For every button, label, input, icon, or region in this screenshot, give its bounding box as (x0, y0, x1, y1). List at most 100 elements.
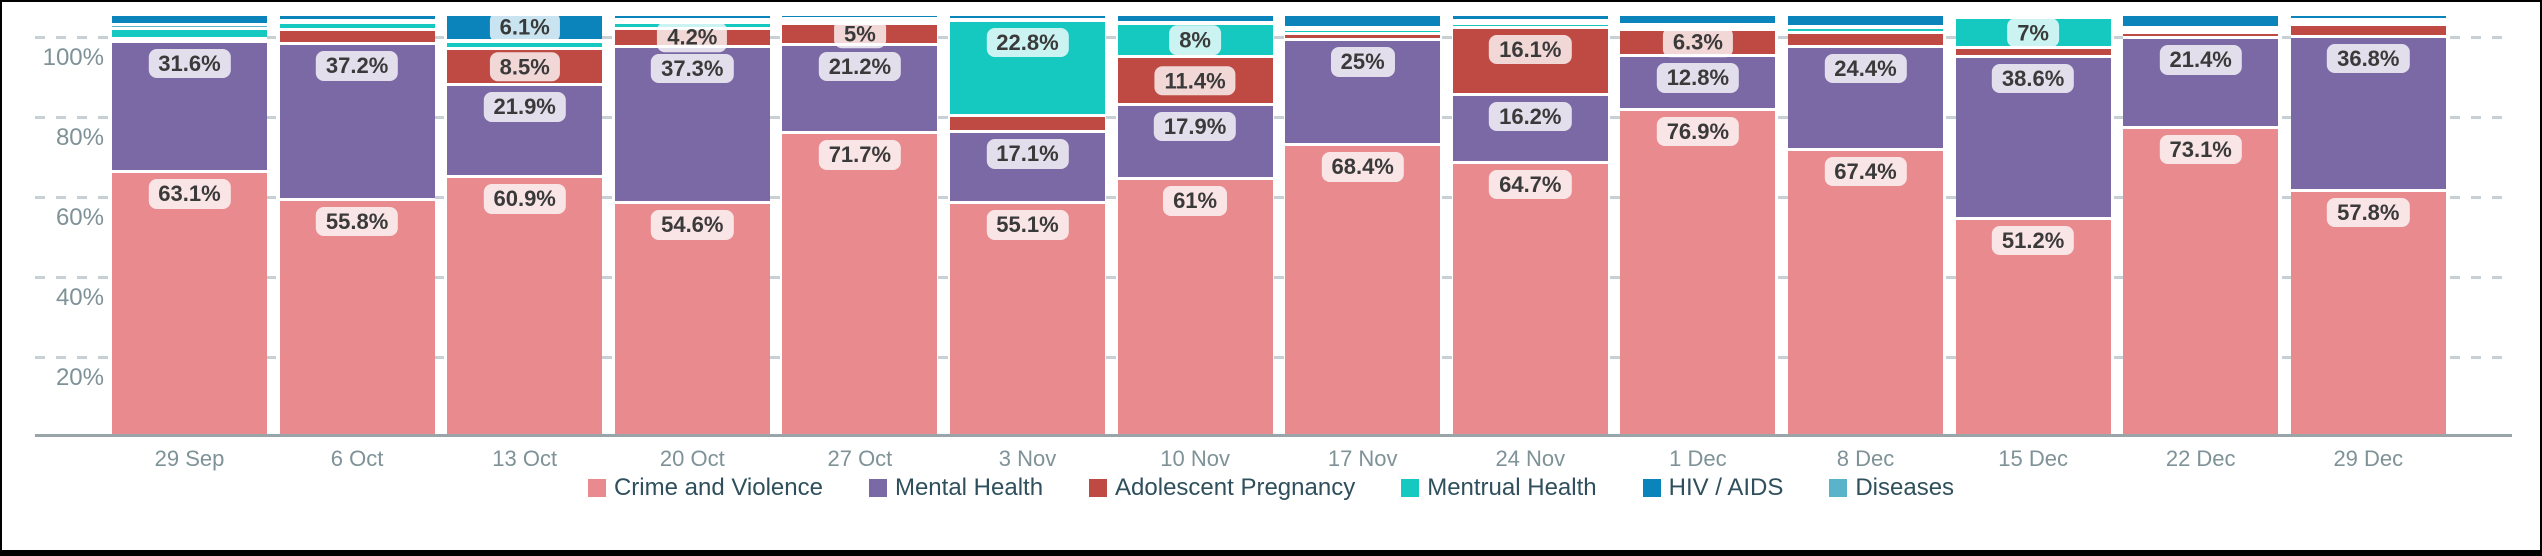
bar-segment-diseases[interactable] (614, 20, 770, 24)
bar-segment-adolescent-pregnancy[interactable] (279, 30, 435, 46)
bar-segment-mental-health[interactable]: 21.4% (2123, 39, 2279, 129)
bar-segment-mental-health[interactable]: 37.2% (279, 45, 435, 201)
bar-segment-diseases[interactable] (1620, 24, 1776, 28)
segment-value-label: 22.8% (986, 27, 1069, 58)
bar-segment-mentrual-health[interactable] (447, 42, 603, 51)
bar-segment-mental-health[interactable]: 16.2% (1452, 95, 1608, 164)
bar-segment-hiv-aids[interactable] (1452, 16, 1608, 22)
bar-segment-crime-and-violence[interactable]: 71.7% (782, 134, 938, 434)
segment-value-label: 76.9% (1656, 116, 1740, 147)
bar-segment-adolescent-pregnancy[interactable] (2290, 26, 2446, 38)
legend-item-label: Mental Health (894, 474, 1044, 501)
bar-segment-crime-and-violence[interactable]: 73.1% (2123, 128, 2279, 434)
bar-segment-mentrual-health[interactable]: 22.8% (950, 21, 1105, 117)
bar-segment-adolescent-pregnancy[interactable] (112, 39, 267, 43)
bar-segment-mental-health[interactable]: 25% (1285, 41, 1441, 147)
bar-segment-mental-health[interactable]: 17.9% (1117, 105, 1273, 181)
bar-8-dec: 67.4% 24.4% (1788, 16, 1943, 434)
bar-segment-mentrual-health[interactable] (2290, 23, 2446, 27)
bar-segment-hiv-aids[interactable] (1620, 16, 1776, 27)
segment-value-label: 4.2% (657, 22, 728, 52)
bar-segment-hiv-aids[interactable] (2290, 16, 2446, 22)
bar-segment-mentrual-health[interactable] (1788, 29, 1943, 34)
bar-segment-hiv-aids[interactable] (1788, 16, 1943, 28)
bar-segment-mental-health[interactable]: 24.4% (1788, 47, 1943, 151)
bar-segment-crime-and-violence[interactable]: 60.9% (447, 178, 603, 434)
x-axis-label-27-oct: 27 Oct (827, 446, 893, 471)
bar-segment-mental-health[interactable]: 31.6% (112, 42, 267, 174)
bar-segment-mental-health[interactable]: 12.8% (1620, 57, 1776, 111)
bar-segment-adolescent-pregnancy[interactable] (950, 116, 1105, 134)
bar-segment-crime-and-violence[interactable]: 51.2% (1955, 219, 2111, 434)
bar-segment-mentrual-health[interactable] (112, 30, 267, 40)
bar-segment-hiv-aids[interactable] (1285, 16, 1441, 29)
bar-segment-diseases[interactable] (112, 26, 267, 31)
bar-segment-mentrual-health[interactable] (2123, 31, 2279, 35)
legend-swatch-icon (1089, 479, 1108, 497)
gridline-80 (35, 116, 2512, 119)
legend-item-label: HIV / AIDS (1668, 474, 1784, 501)
bar-segment-crime-and-violence[interactable]: 54.6% (614, 204, 770, 434)
bar-segment-hiv-aids[interactable] (279, 16, 435, 23)
bar-segment-adolescent-pregnancy[interactable]: 6.3% (1620, 27, 1776, 58)
segment-value-label: 54.6% (651, 210, 734, 240)
bar-segment-crime-and-violence[interactable]: 64.7% (1452, 163, 1608, 434)
legend-item-hiv-aids[interactable]: HIV / AIDS (1642, 474, 1784, 502)
legend-item-adolescent-pregnancy[interactable]: Adolescent Pregnancy (1089, 474, 1355, 502)
bar-segment-diseases[interactable] (1117, 22, 1273, 26)
gridline-20 (35, 356, 2512, 359)
bar-segment-hiv-aids[interactable] (1117, 16, 1273, 24)
bar-segment-crime-and-violence[interactable]: 55.1% (950, 204, 1105, 434)
bar-segment-adolescent-pregnancy[interactable] (2123, 34, 2279, 40)
bar-segment-mentrual-health[interactable] (1285, 30, 1441, 35)
bar-segment-mental-health[interactable]: 17.1% (950, 133, 1105, 205)
bar-segment-mentrual-health[interactable] (279, 24, 435, 31)
bar-segment-crime-and-violence[interactable]: 61% (1117, 180, 1273, 434)
y-axis-label-100: 100% (42, 44, 104, 71)
bar-segment-crime-and-violence[interactable]: 57.8% (2290, 191, 2446, 434)
bar-segment-mentrual-health[interactable]: 8% (1117, 25, 1273, 59)
x-axis-label-29-dec: 29 Dec (2333, 446, 2404, 471)
bar-segment-crime-and-violence[interactable]: 67.4% (1788, 150, 1943, 434)
x-axis-label-3-nov: 3 Nov (998, 446, 1057, 471)
bar-segment-adolescent-pregnancy[interactable]: 8.5% (447, 50, 603, 87)
bar-segment-hiv-aids[interactable] (2123, 16, 2279, 30)
bar-segment-hiv-aids[interactable]: 6.1% (447, 12, 603, 43)
bar-segment-adolescent-pregnancy[interactable] (1285, 34, 1441, 42)
bar-segment-mental-health[interactable]: 38.6% (1955, 57, 2111, 220)
bar-segment-diseases[interactable] (2290, 20, 2446, 24)
bar-segment-adolescent-pregnancy[interactable]: 11.4% (1117, 58, 1273, 106)
bar-segment-crime-and-violence[interactable]: 76.9% (1620, 110, 1776, 434)
bar-segment-hiv-aids[interactable] (950, 16, 1105, 21)
bar-segment-diseases[interactable] (2123, 28, 2279, 32)
bar-segment-hiv-aids[interactable] (1955, 15, 2111, 19)
bar-segment-hiv-aids[interactable] (782, 16, 938, 21)
bar-segment-crime-and-violence[interactable]: 55.8% (279, 200, 435, 434)
bar-segment-diseases[interactable] (1285, 27, 1441, 31)
segment-value-label: 5% (833, 18, 886, 49)
legend-item-diseases[interactable]: Diseases (1829, 474, 1954, 502)
segment-value-label: 37.2% (315, 51, 399, 81)
bar-segment-mentrual-health[interactable] (1452, 24, 1608, 29)
bar-segment-diseases[interactable] (279, 21, 435, 25)
bar-segment-crime-and-violence[interactable]: 68.4% (1285, 146, 1441, 434)
legend-item-mentrual-health[interactable]: Mentrual Health (1401, 474, 1597, 502)
legend-item-crime-and-violence[interactable]: Crime and Violence (587, 474, 823, 502)
x-axis-label-13-oct: 13 Oct (492, 446, 558, 471)
legend-item-mental-health[interactable]: Mental Health (868, 474, 1044, 502)
bar-segment-mental-health[interactable]: 21.9% (447, 86, 603, 179)
bar-segment-mental-health[interactable]: 21.2% (782, 45, 938, 135)
bar-segment-mentrual-health[interactable]: 7% (1955, 17, 2111, 49)
bar-segment-adolescent-pregnancy[interactable]: 5% (782, 18, 938, 49)
bar-segment-adolescent-pregnancy[interactable] (1955, 48, 2111, 58)
bar-segment-adolescent-pregnancy[interactable] (1788, 33, 1943, 48)
bar-segment-diseases[interactable] (1452, 21, 1608, 25)
bar-segment-hiv-aids[interactable] (112, 16, 267, 27)
bar-segment-mental-health[interactable]: 37.3% (614, 47, 770, 205)
bar-segment-crime-and-violence[interactable]: 63.1% (112, 173, 267, 434)
bar-segment-mental-health[interactable]: 36.8% (2290, 37, 2446, 192)
bar-segment-adolescent-pregnancy[interactable]: 16.1% (1452, 28, 1608, 96)
bar-segment-adolescent-pregnancy[interactable]: 4.2% (614, 22, 770, 52)
bar-segment-hiv-aids[interactable] (614, 16, 770, 22)
